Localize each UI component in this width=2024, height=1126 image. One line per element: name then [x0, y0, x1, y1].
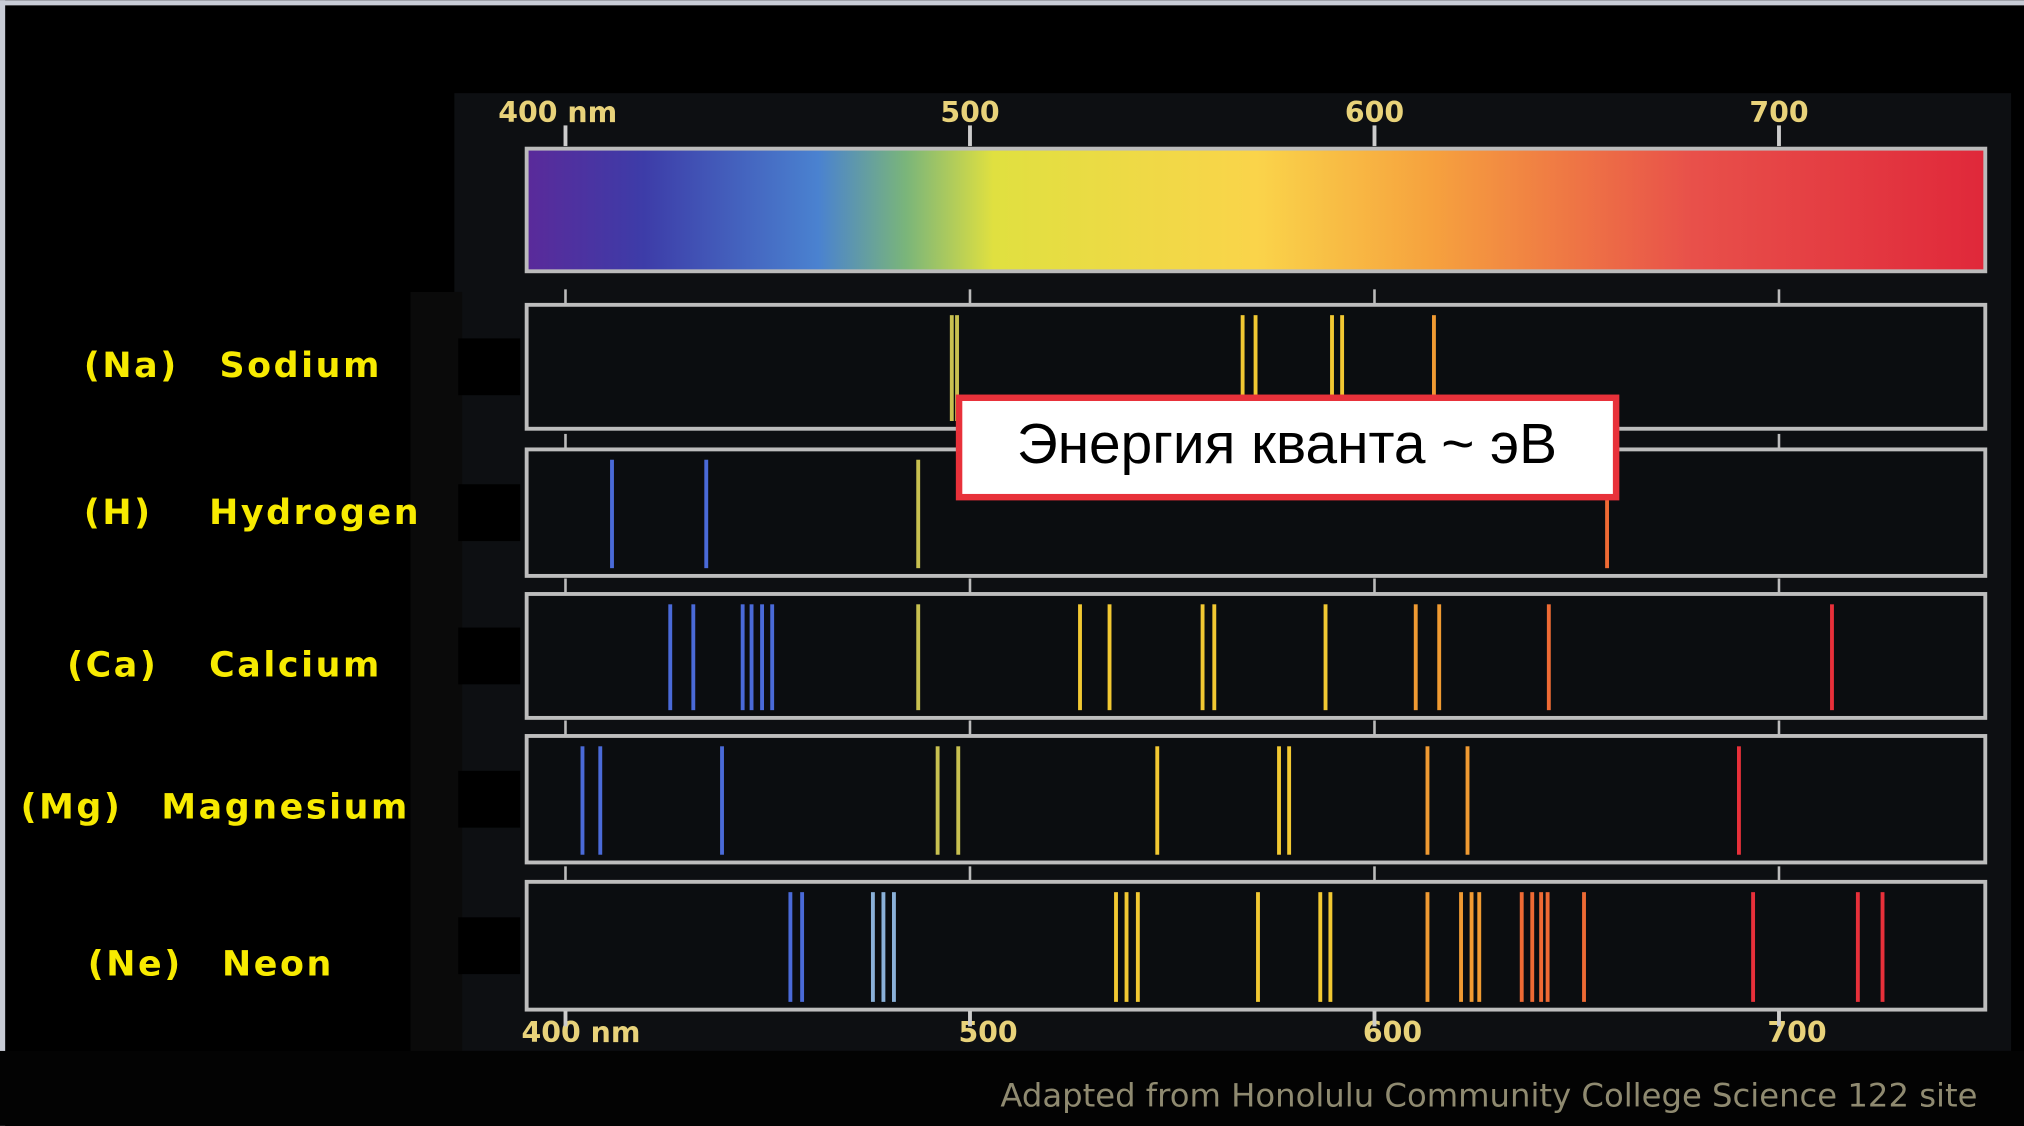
emission-line [1881, 892, 1885, 1002]
top-tick-label: 500 [940, 96, 999, 129]
emission-line [760, 604, 764, 710]
emission-line [1201, 604, 1205, 710]
emission-line [1426, 892, 1430, 1002]
spectrum-panel [527, 594, 1986, 718]
element-name: Sodium [219, 346, 382, 386]
emission-line [750, 604, 754, 710]
spectrum-panel [527, 882, 1986, 1010]
callout-text: Энергия кванта ~ эВ [1017, 413, 1557, 476]
emission-line [1212, 604, 1216, 710]
emission-line [691, 604, 695, 710]
bottom-tick-label: 600 [1363, 1016, 1422, 1049]
emission-line [1437, 604, 1441, 710]
element-name: Calcium [209, 645, 382, 685]
spectrum-panel [527, 736, 1986, 863]
emission-line [950, 315, 954, 421]
emission-line [598, 746, 602, 854]
emission-line [1539, 892, 1543, 1002]
element-symbol: (Ne) [88, 945, 183, 985]
emission-line [788, 892, 792, 1002]
element-symbol: (H) [84, 493, 153, 533]
top-strip [0, 0, 2024, 5]
element-name: Magnesium [161, 787, 410, 827]
top-tick-label: 700 [1749, 96, 1808, 129]
emission-line [1256, 892, 1260, 1002]
slide: Энергия кванта ~ эВ Adapted from Honolul… [0, 0, 2024, 1126]
element-symbol: (Mg) [21, 787, 123, 827]
emission-line [1108, 604, 1112, 710]
emission-line [1277, 746, 1281, 854]
emission-line [610, 460, 614, 568]
label-shadow [458, 628, 520, 685]
top-tick-label: 400 nm [498, 96, 617, 129]
emission-line [1737, 746, 1741, 854]
emission-line [1324, 604, 1328, 710]
emission-line [704, 460, 708, 568]
emission-line [871, 892, 875, 1002]
continuous-spectrum [527, 149, 1986, 272]
emission-line [800, 892, 804, 1002]
emission-line [720, 746, 724, 854]
emission-line [1287, 746, 1291, 854]
emission-line [1520, 892, 1524, 1002]
bottom-tick-label: 400 nm [522, 1016, 641, 1049]
emission-line [741, 604, 745, 710]
emission-line [956, 746, 960, 854]
emission-line [581, 746, 585, 854]
emission-line [1466, 746, 1470, 854]
emission-line [1114, 892, 1118, 1002]
emission-line [1426, 746, 1430, 854]
emission-line [770, 604, 774, 710]
emission-line [1155, 746, 1159, 854]
emission-line [1470, 892, 1474, 1002]
credit: Adapted from Honolulu Community College … [1000, 1076, 1977, 1114]
label-shadow [458, 917, 520, 974]
emission-line [916, 604, 920, 710]
emission-line [881, 892, 885, 1002]
bottom-tick-label: 700 [1767, 1016, 1826, 1049]
emission-line [1856, 892, 1860, 1002]
element-symbol: (Na) [84, 346, 179, 386]
element-name: Hydrogen [209, 493, 421, 533]
emission-line [1547, 604, 1551, 710]
emission-line [1477, 892, 1481, 1002]
element-symbol: (Ca) [67, 645, 158, 685]
emission-line [1830, 604, 1834, 710]
emission-line [668, 604, 672, 710]
image-edge [410, 292, 462, 1054]
emission-line [1078, 604, 1082, 710]
emission-line [1582, 892, 1586, 1002]
bottom-tick-label: 500 [958, 1016, 1017, 1049]
label-shadow [458, 771, 520, 828]
emission-line [1318, 892, 1322, 1002]
emission-line [1546, 892, 1550, 1002]
emission-line [1328, 892, 1332, 1002]
emission-line [1751, 892, 1755, 1002]
emission-line [916, 460, 920, 568]
emission-line [1125, 892, 1129, 1002]
emission-line [1414, 604, 1418, 710]
left-strip [0, 0, 5, 1126]
label-shadow [458, 338, 520, 395]
element-name: Neon [222, 945, 334, 985]
label-shadow [458, 484, 520, 541]
top-tick-label: 600 [1345, 96, 1404, 129]
emission-line [936, 746, 940, 854]
emission-line [1459, 892, 1463, 1002]
emission-line [1136, 892, 1140, 1002]
emission-line [892, 892, 896, 1002]
emission-line [1530, 892, 1534, 1002]
